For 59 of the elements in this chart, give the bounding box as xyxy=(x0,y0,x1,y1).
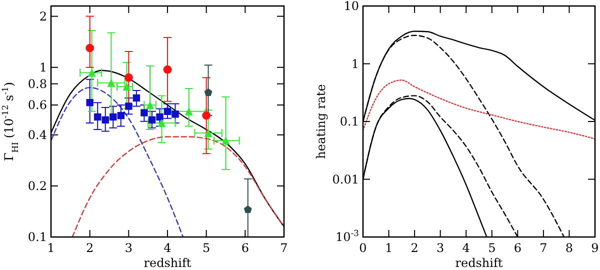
point xyxy=(222,136,230,145)
y-tick-label: 10$^{-3}$ xyxy=(336,228,359,244)
line-series xyxy=(51,86,184,237)
y-tick-label: 1 xyxy=(39,60,47,74)
x-axis-title: redshift xyxy=(455,256,503,270)
x-tick-label: 4 xyxy=(164,241,172,255)
y-tick-label: 0.1 xyxy=(28,230,47,244)
point xyxy=(164,108,172,116)
y-tick-label: 0.4 xyxy=(28,128,48,142)
point xyxy=(132,94,140,102)
point xyxy=(86,98,94,106)
point xyxy=(110,113,117,121)
line-series xyxy=(363,80,595,140)
point xyxy=(125,102,132,110)
point xyxy=(148,116,156,124)
y-tick-label: 0.6 xyxy=(28,98,47,112)
y-tick-label: 10 xyxy=(344,0,359,13)
point xyxy=(140,109,148,116)
x-tick-label: 3 xyxy=(436,241,444,255)
point xyxy=(204,129,212,138)
point xyxy=(156,113,164,121)
x-tick-label: 1 xyxy=(384,241,393,255)
x-tick-label: 6 xyxy=(514,241,522,255)
point xyxy=(204,88,212,96)
y-tick-label: 0.01 xyxy=(332,172,359,186)
point xyxy=(107,78,116,87)
x-tick-label: 5 xyxy=(488,241,496,255)
point xyxy=(244,205,252,214)
x-tick-label: 7 xyxy=(540,241,548,255)
point xyxy=(86,44,94,52)
x-tick-label: 6 xyxy=(241,241,249,255)
point xyxy=(94,113,102,121)
y-tick-label: 0.2 xyxy=(28,178,47,193)
x-tick-label: 2 xyxy=(410,241,418,255)
line-series xyxy=(72,136,284,237)
point xyxy=(172,110,179,118)
x-tick-label: 5 xyxy=(202,241,210,255)
y-axis-title: heating rate xyxy=(314,84,328,159)
x-tick-label: 0 xyxy=(359,241,367,255)
y-tick-label: 0.1 xyxy=(340,114,359,128)
y-tick-label: 2 xyxy=(39,9,47,24)
point xyxy=(158,118,166,127)
point xyxy=(163,65,172,74)
x-tick-label: 9 xyxy=(591,241,599,255)
point xyxy=(122,82,131,91)
x-tick-label: 4 xyxy=(462,241,470,255)
x-tick-label: 8 xyxy=(565,241,574,255)
point xyxy=(88,68,96,77)
point xyxy=(102,116,109,124)
point xyxy=(124,73,133,82)
y-tick-label: 0.8 xyxy=(28,76,47,91)
y-tick-label: 1 xyxy=(351,56,359,71)
x-axis-title: redshift xyxy=(144,256,192,270)
point xyxy=(184,107,193,116)
x-tick-label: 3 xyxy=(124,241,132,255)
point xyxy=(202,111,211,120)
x-tick-label: 7 xyxy=(280,241,288,255)
point xyxy=(117,112,124,120)
x-tick-label: 2 xyxy=(86,241,94,255)
